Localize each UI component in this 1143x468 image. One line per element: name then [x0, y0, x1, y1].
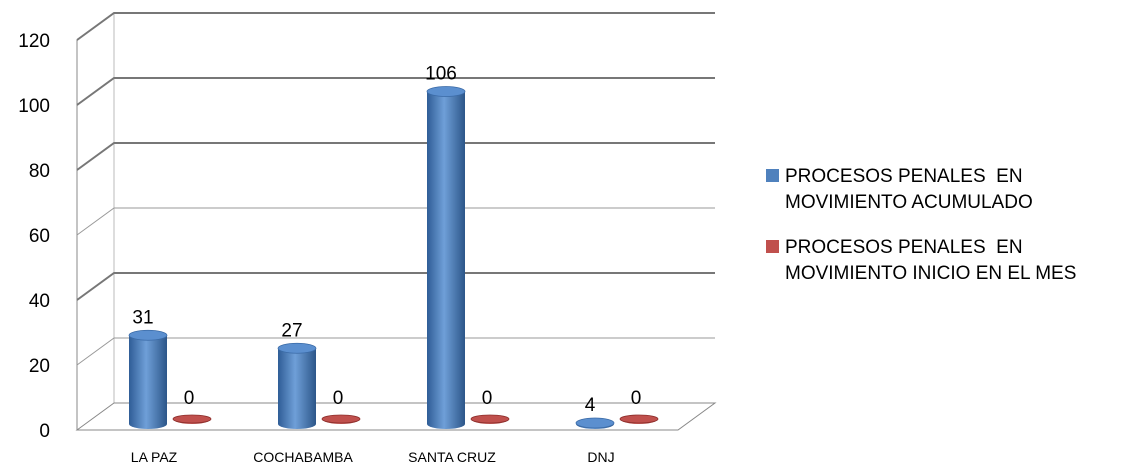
- bar-body: [278, 348, 316, 429]
- bar-inicio: [172, 414, 212, 424]
- gridline: [76, 142, 715, 171]
- x-axis-ticks: LA PAZ COCHABAMBA SANTA CRUZ DNJ: [131, 449, 615, 465]
- x-tick-label: SANTA CRUZ: [408, 449, 496, 465]
- data-label-acumulado: 4: [585, 395, 596, 416]
- legend-label-acumulado: PROCESOS PENALES EN MOVIMIENTO ACUMULADO: [785, 166, 1033, 213]
- bar-top: [470, 414, 510, 424]
- data-label-acumulado: 27: [281, 320, 302, 341]
- bar-body: [129, 335, 167, 429]
- x-tick-label: DNJ: [587, 449, 614, 465]
- legend-swatch-blue: [766, 169, 779, 182]
- y-tick-label: 0: [39, 421, 50, 442]
- legend-item-inicio: PROCESOS PENALES EN MOVIMIENTO INICIO EN…: [766, 235, 1143, 287]
- bar-top: [575, 417, 615, 429]
- data-labels: 31 0 27 0 106 0 4 0: [132, 64, 641, 417]
- gridline: [76, 337, 715, 366]
- bar-top: [426, 86, 466, 97]
- gridlines: [76, 12, 715, 366]
- data-label-inicio: 0: [482, 388, 493, 409]
- bars: [128, 86, 659, 429]
- y-tick-label: 80: [29, 161, 50, 182]
- x-tick-label: COCHABAMBA: [253, 449, 353, 465]
- y-axis-ticks: 0 20 40 60 80 100 120: [18, 31, 50, 442]
- bar-top: [128, 329, 168, 341]
- data-label-inicio: 0: [184, 388, 195, 409]
- data-label-acumulado: 106: [425, 64, 457, 85]
- bar-acumulado: [128, 329, 168, 429]
- bar-acumulado: [426, 86, 466, 429]
- y-tick-label: 40: [29, 291, 50, 312]
- legend-swatch-red: [766, 240, 779, 253]
- data-label-acumulado: 31: [132, 307, 153, 328]
- data-label-inicio: 0: [631, 388, 642, 409]
- y-tick-label: 120: [18, 31, 50, 52]
- gridline: [76, 77, 715, 106]
- legend-item-acumulado: PROCESOS PENALES EN MOVIMIENTO ACUMULADO: [766, 164, 1143, 216]
- bar-acumulado: [277, 342, 317, 429]
- bar-acumulado: [575, 417, 615, 429]
- legend-label-inicio: PROCESOS PENALES EN MOVIMIENTO INICIO EN…: [785, 237, 1077, 284]
- legend: PROCESOS PENALES EN MOVIMIENTO ACUMULADO…: [766, 164, 1143, 306]
- bar-inicio: [470, 414, 510, 424]
- y-tick-label: 20: [29, 356, 50, 377]
- data-label-inicio: 0: [333, 388, 344, 409]
- x-tick-label: LA PAZ: [131, 449, 178, 465]
- bar-top: [172, 414, 212, 424]
- bar-inicio: [619, 414, 659, 424]
- gridline: [76, 272, 715, 301]
- y-tick-label: 60: [29, 226, 50, 247]
- floor: [75, 402, 717, 431]
- chart-walls: [75, 12, 717, 431]
- bar-body: [427, 91, 465, 429]
- gridline: [76, 12, 715, 41]
- bar-top: [619, 414, 659, 424]
- bar-top: [321, 414, 361, 424]
- y-tick-label: 100: [18, 96, 50, 117]
- back-wall-top: [76, 12, 715, 41]
- gridline: [76, 207, 715, 236]
- bar-top: [277, 342, 317, 354]
- bar-inicio: [321, 414, 361, 424]
